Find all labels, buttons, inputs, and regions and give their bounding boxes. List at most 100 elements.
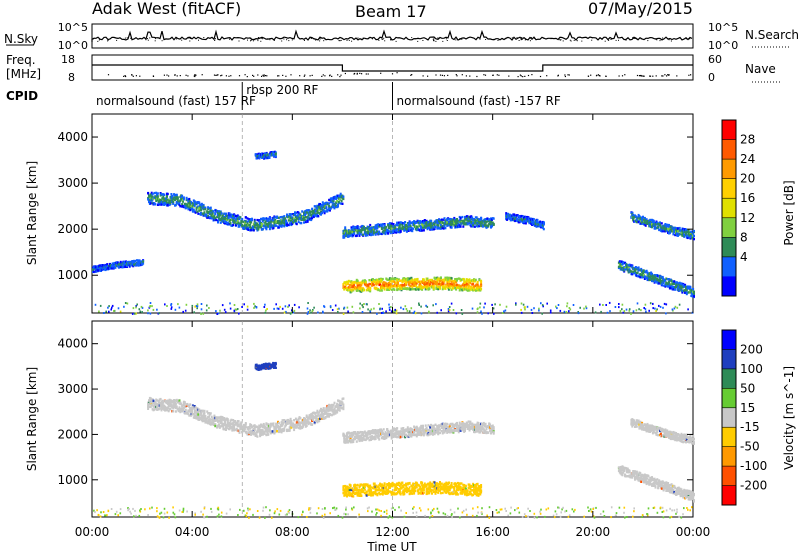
echo-cell <box>442 227 445 230</box>
echo-cell <box>182 403 185 406</box>
echo-cell <box>659 275 662 278</box>
echo-cell <box>416 277 419 281</box>
echo-cell <box>439 223 442 226</box>
echo-cell <box>301 210 304 213</box>
echo-cell <box>471 307 474 310</box>
noise-search-dot <box>213 38 215 40</box>
echo-cell <box>229 425 232 428</box>
echo-cell <box>204 206 207 209</box>
echo-cell <box>448 306 451 308</box>
echo-cell <box>253 220 256 223</box>
nave-dot <box>661 75 663 77</box>
echo-cell <box>427 285 430 288</box>
echo-cell <box>398 279 401 282</box>
echo-cell <box>233 423 236 426</box>
echo-cell <box>172 401 175 404</box>
echo-cell <box>174 308 177 311</box>
noise-search-dot <box>260 40 262 42</box>
echo-cell <box>253 218 256 222</box>
noise-search-dot <box>492 38 494 40</box>
echo-cell <box>113 261 116 265</box>
echo-cell <box>252 430 255 434</box>
noise-search-dot <box>254 39 256 41</box>
noise-search-dot <box>161 40 163 42</box>
nave-dot <box>455 74 457 76</box>
nave-dot <box>225 75 227 77</box>
echo-cell <box>230 418 233 422</box>
echo-cell <box>424 224 427 228</box>
echo-cell <box>223 428 226 431</box>
station-title: Adak West (fitACF) <box>92 0 241 18</box>
echo-cell <box>421 229 424 232</box>
nave-dot <box>649 75 652 77</box>
echo-cell <box>614 306 617 308</box>
echo-cell <box>283 311 286 314</box>
echo-cell <box>220 216 223 219</box>
echo-cell <box>659 223 661 226</box>
echo-cell <box>668 280 670 284</box>
echo-cell <box>195 305 198 307</box>
noise-search-dot <box>446 40 448 41</box>
echo-cell <box>514 214 517 217</box>
echo-cell <box>634 272 637 276</box>
echo-cell <box>477 307 479 310</box>
echo-cell <box>401 223 404 227</box>
nave-dot <box>639 75 641 77</box>
noise-search-dot <box>422 40 424 41</box>
echo-cell <box>681 229 684 233</box>
echo-cell <box>372 283 375 287</box>
echo-cell <box>640 309 642 312</box>
echo-cell <box>200 204 203 207</box>
echo-cell <box>329 207 332 210</box>
nave-dot <box>278 75 280 77</box>
noise-search-dot <box>662 37 664 39</box>
noise-search-dot <box>319 38 321 40</box>
echo-cell <box>369 228 372 231</box>
echo-cell <box>256 431 259 434</box>
echo-cell <box>410 227 413 230</box>
noise-search-dot <box>411 37 413 39</box>
echo-cell <box>371 233 374 236</box>
echo-cell <box>282 216 285 220</box>
echo-cell <box>172 410 175 413</box>
echo-cell <box>439 221 441 224</box>
echo-cell <box>196 407 199 410</box>
echo-cell <box>176 196 179 199</box>
echo-cell <box>268 429 271 432</box>
echo-cell <box>480 310 482 313</box>
echo-cell <box>664 278 667 282</box>
echo-cell <box>459 286 462 290</box>
echo-cell <box>408 277 411 280</box>
echo-cell <box>514 219 517 223</box>
echo-cell <box>353 231 356 234</box>
echo-cell <box>343 232 346 235</box>
nave-dot <box>624 74 626 76</box>
noise-search-dot <box>145 39 147 41</box>
echo-cell <box>402 308 405 311</box>
echo-cell <box>243 224 246 227</box>
nave-dot <box>299 75 301 77</box>
echo-cell <box>447 218 450 221</box>
echo-cell <box>232 219 235 222</box>
echo-cell <box>473 285 475 288</box>
echo-cell <box>233 304 236 306</box>
nave-dot <box>599 75 601 77</box>
echo-cell <box>664 223 667 226</box>
noise-search-dot <box>126 37 128 39</box>
echo-cell <box>300 221 303 225</box>
echo-cell <box>428 310 430 313</box>
echo-cell <box>259 220 262 223</box>
echo-cell <box>157 312 160 315</box>
echo-cell <box>487 312 489 315</box>
echo-cell <box>274 216 277 219</box>
echo-cell <box>186 198 189 201</box>
echo-cell <box>216 215 219 219</box>
noise-search-dot <box>189 40 191 42</box>
echo-cell <box>359 302 361 305</box>
echo-cell <box>472 282 475 286</box>
echo-cell <box>625 308 628 311</box>
echo-cell <box>298 217 301 220</box>
echo-cell <box>289 312 292 315</box>
echo-cell <box>373 307 375 310</box>
echo-cell <box>222 426 225 429</box>
